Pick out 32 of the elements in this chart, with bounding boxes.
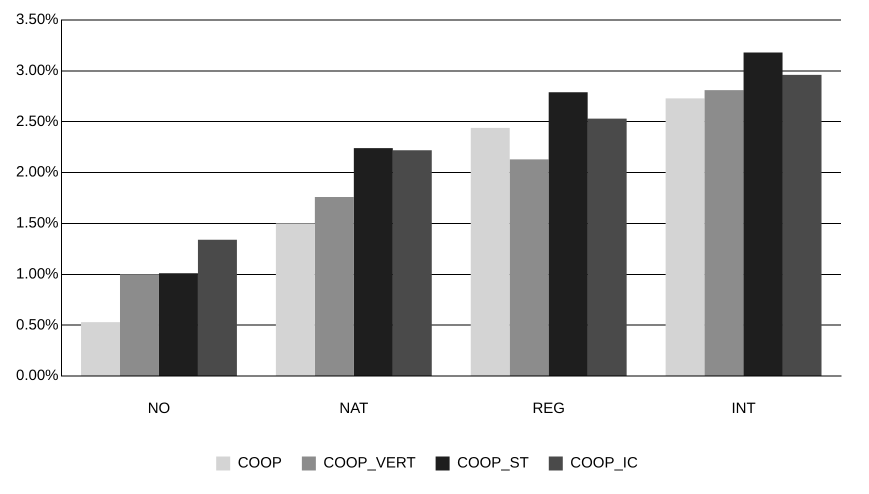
bar: [276, 223, 315, 376]
x-tick-label: REG: [532, 400, 565, 418]
x-tick-label: NO: [148, 400, 170, 418]
y-tick-label: 2.50%: [16, 112, 59, 130]
bar: [392, 150, 432, 376]
bar: [198, 240, 237, 376]
y-tick-label: 3.00%: [16, 62, 59, 79]
bar: [81, 322, 120, 376]
x-tick-label: INT: [731, 400, 756, 418]
bar: [666, 98, 705, 376]
bar: [470, 128, 510, 376]
legend-label: COOP_ST: [457, 454, 529, 472]
x-tick-label: NAT: [339, 400, 368, 418]
bar: [120, 274, 159, 376]
y-tick-label: 3.50%: [16, 11, 59, 28]
y-tick-label: 2.00%: [16, 164, 59, 181]
y-tick-label: 0.00%: [16, 367, 59, 384]
y-tick-label: 0.50%: [16, 316, 59, 334]
legend-label: COOP_VERT: [323, 454, 416, 472]
bar: [782, 74, 822, 376]
bar: [548, 92, 588, 376]
legend-label: COOP: [238, 454, 282, 472]
bar: [354, 148, 393, 376]
y-tick-label: 1.50%: [16, 214, 59, 232]
bar: [744, 52, 783, 376]
bar: [510, 159, 549, 376]
legend-label: COOP_IC: [570, 454, 638, 472]
bar: [704, 90, 744, 376]
bar: [314, 196, 354, 376]
bar: [588, 118, 627, 376]
bar: [158, 273, 198, 376]
y-tick-label: 1.00%: [16, 265, 59, 282]
